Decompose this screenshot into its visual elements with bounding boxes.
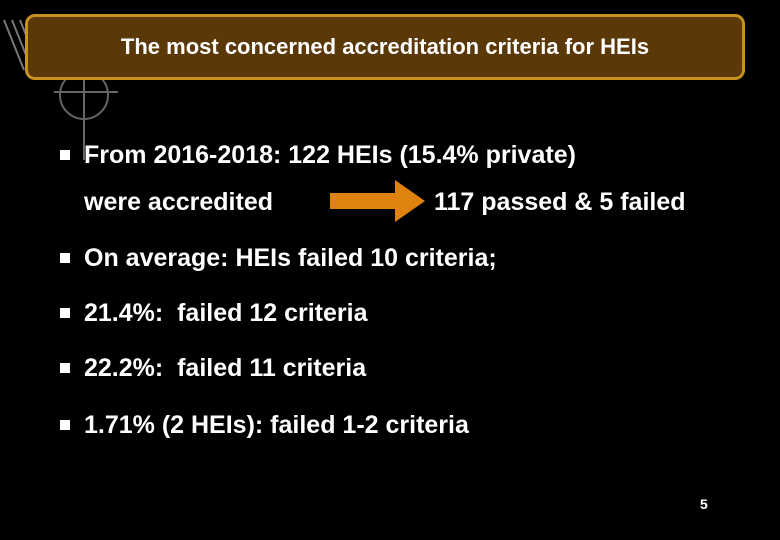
bullet-marker — [60, 420, 70, 430]
slide-title: The most concerned accreditation criteri… — [120, 34, 650, 59]
bullet-text: 21.4%: failed 12 criteria — [84, 299, 368, 327]
title-box — [25, 14, 745, 80]
bullet-text: 1.71% (2 HEIs): failed 1-2 criteria — [84, 411, 469, 439]
bullet-continuation: were accredited — [84, 188, 273, 216]
stripe — [3, 19, 25, 71]
bullet-text: On average: HEIs failed 10 criteria; — [84, 244, 497, 272]
arrow — [330, 180, 425, 222]
page-number: 5 — [700, 496, 708, 512]
bullet-text: From 2016-2018: 122 HEIs (15.4% private) — [84, 141, 576, 169]
bullet-text: 22.2%: failed 11 criteria — [84, 354, 367, 382]
bullet-result: 117 passed & 5 failed — [434, 188, 686, 216]
bullet-marker — [60, 150, 70, 160]
bullet-marker — [60, 363, 70, 373]
bullet-marker — [60, 253, 70, 263]
bullet-marker — [60, 308, 70, 318]
